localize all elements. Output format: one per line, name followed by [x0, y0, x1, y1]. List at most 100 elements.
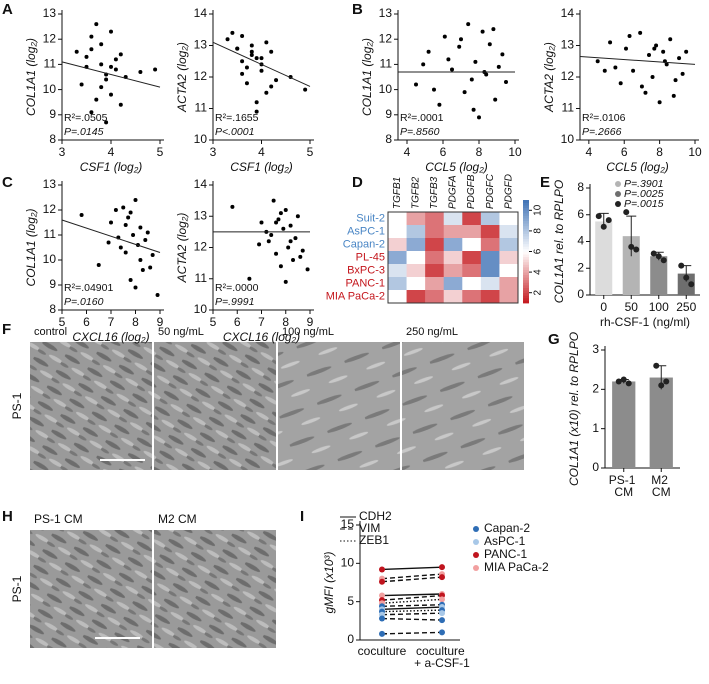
y-tick-label: 12 [194, 240, 208, 254]
point [274, 78, 279, 83]
annotation: P=.2666 [582, 126, 622, 138]
point [109, 64, 113, 69]
x-tick-label: 250 [676, 300, 696, 314]
point [491, 27, 496, 32]
row-label: Suit-2 [356, 212, 385, 224]
point [138, 225, 143, 230]
y-tick-label: 11 [195, 271, 208, 285]
point [126, 215, 131, 220]
heat-frame [387, 211, 519, 304]
legend-marker [473, 526, 479, 532]
y-tick-label: 12 [194, 69, 208, 83]
point [109, 29, 113, 34]
point [595, 59, 600, 64]
heat-cell [499, 212, 519, 226]
point [254, 100, 259, 105]
point [249, 43, 254, 48]
replicate-point [688, 281, 695, 288]
annotation: R²=.0000 [215, 282, 259, 294]
colorbar-step [523, 202, 529, 206]
colorbar-step [523, 236, 529, 240]
point [94, 22, 99, 27]
point [89, 110, 94, 115]
point [298, 254, 303, 259]
replicate-point [658, 382, 665, 389]
heat-cell [443, 225, 463, 239]
image-label: 50 ng/mL [158, 326, 204, 338]
point [466, 22, 471, 27]
point [650, 75, 655, 79]
x-tick-label: 6 [234, 315, 241, 329]
y-tick-label: 12 [561, 69, 575, 83]
point [249, 52, 254, 57]
x-tick-label: 4 [404, 145, 411, 159]
series-line [381, 598, 443, 604]
colorbar-step [523, 228, 529, 232]
x-tick-label: 5 [157, 145, 164, 159]
colorbar-step [523, 300, 529, 304]
x-tick-label: 4 [258, 145, 265, 159]
heat-cell [462, 225, 482, 239]
column-label: TGFB3 [429, 176, 440, 209]
micrograph [402, 342, 524, 470]
y-tick-label: 3 [592, 342, 599, 356]
heat-cell [388, 212, 407, 226]
annotation: P=.9991 [215, 296, 254, 308]
legend-label: P=.0025 [624, 188, 664, 200]
legend-label: P=.3901 [624, 178, 663, 190]
heat-cell [499, 290, 519, 304]
colorbar-step [523, 200, 529, 203]
x-tick-label: 9 [307, 315, 314, 329]
point [654, 43, 659, 48]
y-axis-label: ACTA2 (log₂) [542, 42, 556, 113]
colorbar-step [523, 207, 529, 211]
point [293, 236, 298, 241]
heat-cell [499, 251, 519, 265]
point [602, 68, 607, 73]
x-tick-label: 8 [132, 315, 139, 329]
point [473, 59, 478, 64]
heat-cell [462, 277, 482, 291]
annotation: R²=.0001 [400, 112, 444, 124]
series-point [439, 596, 445, 603]
series-line [381, 609, 443, 613]
heat-cell [425, 277, 445, 291]
trend-line [61, 61, 161, 88]
colorbar-step [523, 212, 529, 216]
heat-cell [406, 212, 426, 226]
point [99, 62, 104, 67]
point [639, 84, 644, 89]
colorbar-step [523, 295, 529, 299]
legend-label: PANC-1 [484, 547, 527, 561]
colorbar-step [523, 230, 529, 234]
series-line [381, 617, 443, 621]
point [123, 223, 128, 227]
point [240, 34, 245, 39]
bar [677, 273, 695, 295]
legend-label: AsPC-1 [484, 534, 526, 548]
y-tick-label: 13 [43, 177, 57, 191]
colorbar-step [523, 251, 529, 255]
annotation: R²=.0505 [64, 112, 108, 124]
panel-label: I [300, 508, 304, 525]
point [303, 87, 308, 92]
point [148, 265, 153, 270]
image-label: 250 ng/mL [406, 326, 458, 338]
point [109, 92, 113, 97]
point [264, 90, 269, 95]
point [155, 293, 160, 297]
point [624, 46, 628, 51]
point [109, 220, 113, 225]
colorbar-label: 10 [533, 204, 544, 216]
heat-cell [462, 290, 482, 304]
y-tick-label: 8 [577, 180, 584, 194]
point [104, 77, 109, 82]
point [118, 102, 123, 107]
panel-label: B [352, 1, 363, 18]
point [99, 85, 104, 90]
point [84, 54, 89, 59]
point [96, 263, 101, 267]
point [235, 46, 240, 51]
row-label: MIA PaCa-2 [326, 290, 385, 302]
y-tick-label: 13 [379, 6, 393, 20]
